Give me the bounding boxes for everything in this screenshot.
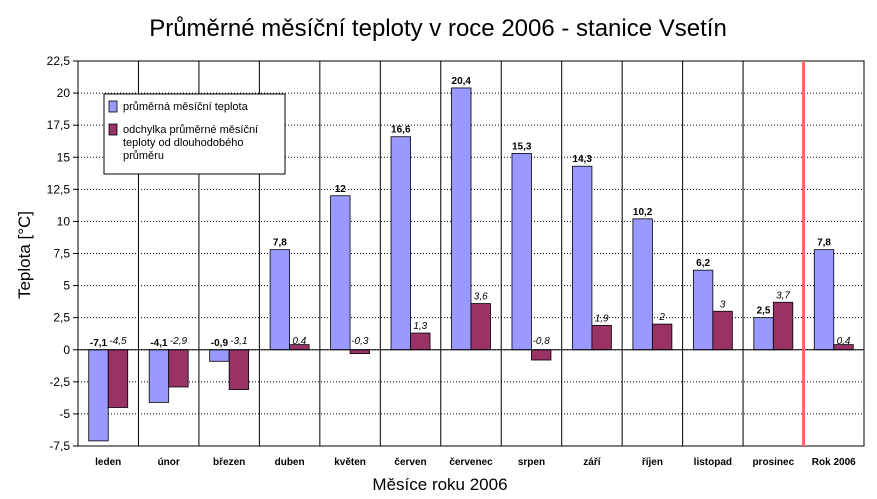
x-category-label: červenec: [449, 457, 493, 468]
y-tick-label: 22,5: [47, 54, 71, 68]
data-label-series-2: 3,7: [776, 290, 790, 301]
x-category-label: říjen: [642, 457, 663, 468]
y-tick-label: 5: [63, 279, 70, 293]
y-tick-label: -7,5: [49, 439, 70, 453]
y-tick-label: 2,5: [53, 311, 70, 325]
x-category-label: srpen: [518, 457, 545, 468]
bar-series-2: [470, 303, 491, 351]
bar-series-1: [511, 152, 532, 351]
x-category-label: červen: [394, 457, 426, 468]
legend-box: [103, 93, 286, 175]
bar-series-2: [349, 349, 370, 354]
data-label-series-1: -0,9: [211, 338, 229, 349]
data-label-series-2: -0,8: [533, 336, 551, 347]
x-category-label: březen: [213, 457, 245, 468]
legend-entry-2: průměru: [123, 150, 164, 162]
data-label-series-2: 3: [720, 299, 726, 310]
data-label-series-2: 1,3: [413, 321, 427, 332]
data-label-series-1: 7,8: [273, 238, 287, 249]
y-axis-title: Teplota [°C]: [15, 211, 34, 299]
y-tick-label: 0: [63, 343, 70, 357]
y-tick-label: 7,5: [53, 247, 70, 261]
data-label-series-2: -0,3: [351, 336, 369, 347]
data-label-series-1: 14,3: [572, 154, 592, 165]
bar-series-1: [753, 317, 774, 351]
bar-series-1: [692, 269, 714, 351]
bar-series-1: [390, 136, 411, 351]
x-category-label: prosinec: [752, 457, 794, 468]
data-label-series-1: 7,8: [817, 238, 831, 249]
data-label-series-1: 12: [335, 184, 347, 195]
data-label-series-2: 3,6: [474, 292, 488, 303]
bars-layer: [88, 87, 854, 442]
bar-series-1: [572, 165, 593, 351]
y-tick-label: 17,5: [47, 118, 71, 132]
x-axis-title: Měsíce roku 2006: [372, 475, 507, 494]
x-category-label: duben: [275, 457, 305, 468]
bar-series-2: [591, 324, 612, 351]
data-label-series-1: -7,1: [90, 338, 108, 349]
legend-entry-1: průměrná měsíční teplota: [123, 101, 249, 113]
bar-series-1: [451, 87, 472, 351]
legend: průměrná měsíční teplota odchylka průměrn…: [103, 93, 286, 175]
labels-layer: -7,1 -4,1 -0,97,81216,620,415,314,310,26,2…: [90, 76, 856, 468]
y-tick-label: -5: [59, 407, 70, 421]
x-category-label: Rok 2006: [812, 457, 856, 468]
data-label-series-1: 2,5: [757, 306, 771, 317]
bar-series-2: [228, 349, 250, 390]
data-label-series-1: 15,3: [512, 141, 532, 152]
legend-swatch-2: [108, 123, 118, 136]
legend-entry-2: teploty od dlouhodobého: [123, 137, 244, 149]
bar-series-2: [107, 349, 129, 408]
data-label-series-2: -2,9: [170, 336, 188, 347]
x-category-label: září: [583, 457, 601, 468]
x-category-label: leden: [95, 457, 121, 468]
y-tick-label: 15: [57, 150, 71, 164]
x-category-label: únor: [158, 457, 180, 468]
bar-series-2: [168, 349, 189, 388]
y-tick-label: -2,5: [49, 375, 70, 389]
data-label-series-1: 20,4: [452, 76, 472, 87]
bar-series-1: [88, 349, 109, 442]
data-label-series-2: -4,5: [109, 336, 127, 347]
bar-series-2: [531, 349, 552, 361]
data-label-series-2: 2: [658, 312, 665, 323]
plot-frame: [77, 60, 865, 447]
bar-series-1: [209, 349, 230, 362]
data-label-series-2: 0,4: [292, 336, 306, 347]
data-label-series-2: 1,9: [595, 313, 609, 324]
x-category-label: listopad: [694, 457, 732, 468]
bar-series-1: [330, 195, 351, 351]
chart-title: Průměrné měsíční teploty v roce 2006 - s…: [149, 15, 727, 42]
data-label-series-2: -3,1: [230, 336, 247, 347]
legend-swatch-1: [108, 100, 118, 113]
data-label-series-2: 0,4: [837, 336, 851, 347]
bar-series-2: [772, 301, 794, 351]
y-tick-label: 10: [57, 214, 71, 228]
data-label-series-1: 6,2: [696, 258, 710, 269]
data-label-series-1: -4,1: [150, 338, 168, 349]
data-label-series-1: 10,2: [633, 207, 653, 218]
y-tick-label: 12,5: [47, 182, 71, 196]
bar-series-2: [712, 310, 733, 351]
bar-series-1: [632, 218, 653, 351]
bar-series-1: [148, 349, 170, 403]
bar-series-1: [269, 249, 291, 351]
bar-series-2: [651, 323, 673, 351]
y-tick-label: 20: [57, 86, 71, 100]
legend-entry-2: odchylka průměrné měsíční: [123, 124, 258, 136]
data-label-series-1: 16,6: [391, 125, 411, 136]
bar-series-1: [813, 249, 835, 351]
bar-series-2: [410, 332, 431, 351]
x-category-label: květen: [334, 457, 366, 468]
